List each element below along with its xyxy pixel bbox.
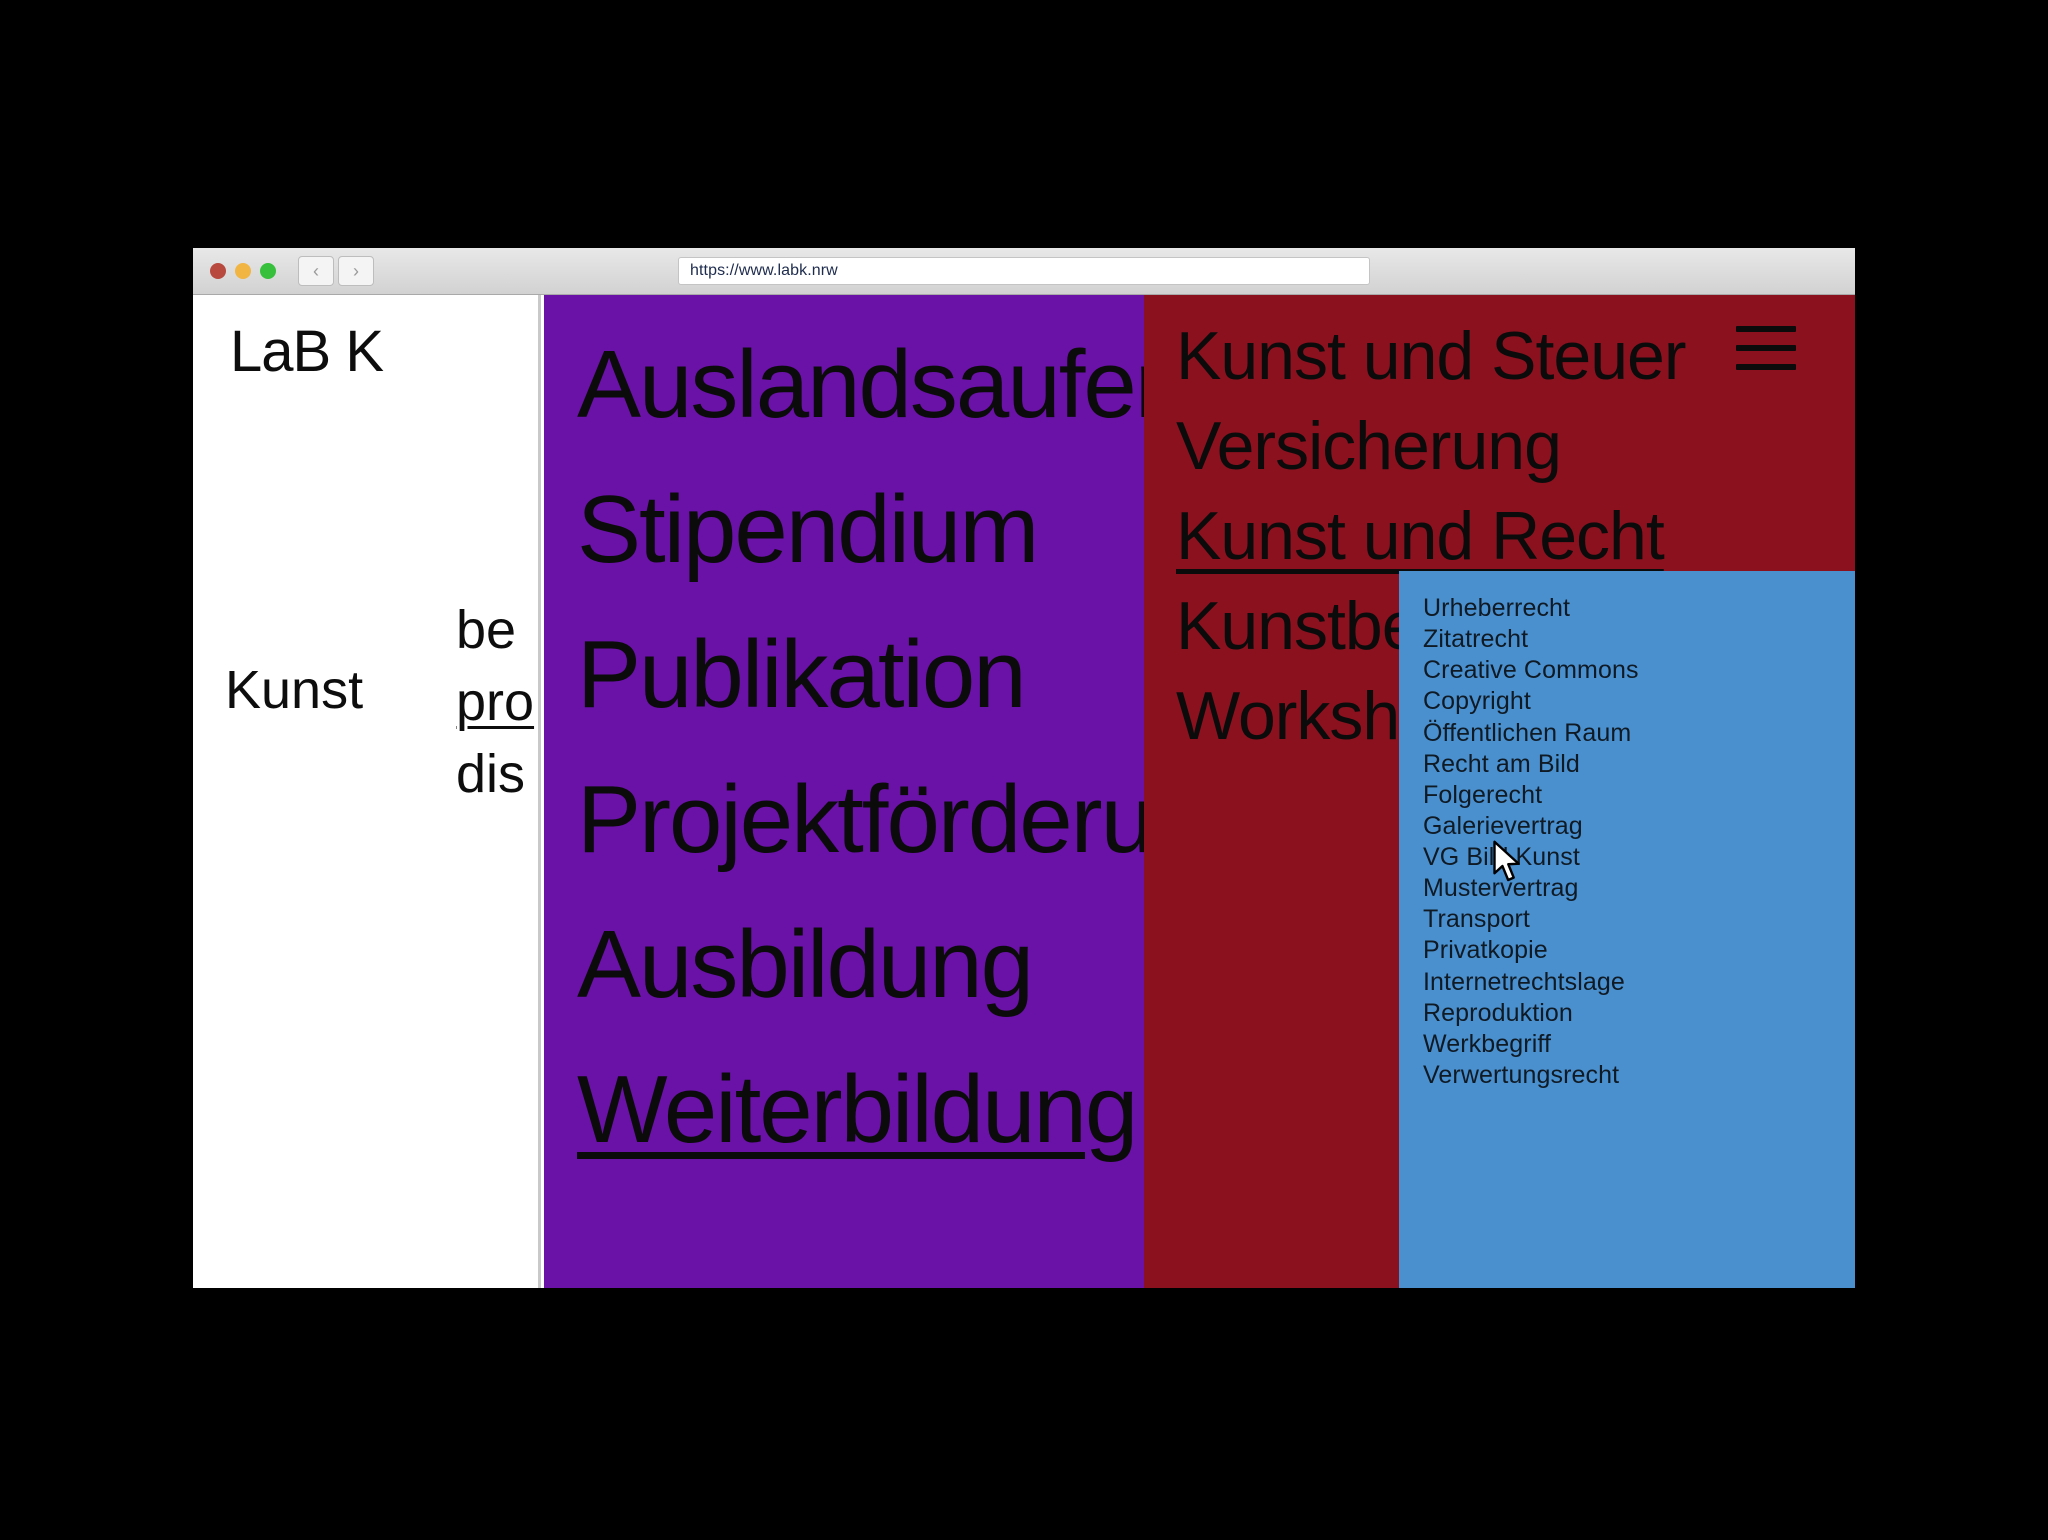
address-bar[interactable]: https://www.labk.nrw [678, 257, 1370, 285]
minimize-icon[interactable] [235, 263, 251, 279]
submenu-dropdown: Urheberrecht Zitatrecht Creative Commons Co… [1399, 571, 1855, 1288]
white-stack-word-1[interactable]: pro [456, 671, 535, 732]
forward-icon[interactable]: › [338, 256, 374, 286]
purple-menu-item-2[interactable]: Publikation [577, 621, 1027, 728]
purple-menu-item-5[interactable]: Weiterbildung [577, 1056, 1138, 1163]
purple-menu-item-0[interactable]: Auslandsaufenthalt [577, 331, 1144, 438]
purple-menu-item-1[interactable]: Stipendium [577, 476, 1039, 583]
red-menu-item-0[interactable]: Kunst und Steuer [1176, 318, 1686, 394]
dropdown-item-11[interactable]: Privatkopie [1423, 936, 1548, 965]
dropdown-item-6[interactable]: Folgerecht [1423, 780, 1543, 809]
white-column-stack: be pro dis [456, 595, 534, 810]
hamburger-bar-2 [1736, 345, 1796, 351]
red-menu-item-2[interactable]: Kunst und Recht [1176, 498, 1665, 574]
white-stack-word-0[interactable]: be [456, 600, 517, 660]
close-icon[interactable] [210, 263, 226, 279]
browser-window: ‹ › https://www.labk.nrw LaB K Kunst be p… [193, 248, 1855, 1288]
navigation-buttons: ‹ › [298, 256, 374, 286]
chrome-right-area [1807, 248, 1855, 294]
dropdown-item-0[interactable]: Urheberrecht [1423, 594, 1571, 622]
dropdown-item-2[interactable]: Creative Commons [1423, 656, 1639, 685]
dropdown-item-8[interactable]: VG Bild Kunst [1423, 843, 1580, 871]
dropdown-item-9[interactable]: Mustervertrag [1423, 874, 1579, 903]
hamburger-bar-3 [1736, 364, 1796, 370]
dropdown-item-14[interactable]: Werkbegriff [1423, 1029, 1552, 1058]
url-text: https://www.labk.nrw [690, 262, 838, 279]
white-column: LaB K Kunst be pro dis [193, 295, 541, 1288]
red-menu-item-1[interactable]: Versicherung [1176, 408, 1562, 484]
purple-menu-column: Auslandsaufenthalt Stipendium Publikation P… [544, 295, 1144, 1288]
white-column-left-word: Kunst [225, 660, 364, 720]
purple-menu-item-3[interactable]: Projektförderung [577, 766, 1144, 873]
dropdown-item-10[interactable]: Transport [1423, 905, 1530, 934]
dropdown-item-1[interactable]: Zitatrecht [1423, 625, 1529, 654]
dropdown-item-15[interactable]: Verwertungsrecht [1423, 1060, 1620, 1089]
purple-menu-item-4[interactable]: Ausbildung [577, 911, 1034, 1018]
dropdown-item-13[interactable]: Reproduktion [1423, 998, 1573, 1027]
page-content: LaB K Kunst be pro dis Auslandsaufenthalt S… [193, 295, 1855, 1288]
hamburger-icon[interactable] [1736, 326, 1796, 370]
dropdown-item-3[interactable]: Copyright [1423, 687, 1531, 716]
dropdown-item-7[interactable]: Galerievertrag [1423, 811, 1583, 840]
hamburger-bar-1 [1736, 326, 1796, 332]
white-stack-word-2[interactable]: dis [456, 743, 526, 804]
site-logo[interactable]: LaB K [230, 319, 384, 384]
browser-chrome: ‹ › https://www.labk.nrw [193, 248, 1855, 295]
dropdown-item-12[interactable]: Internetrechtslage [1423, 967, 1625, 996]
dropdown-item-4[interactable]: Öffentlichen Raum [1423, 718, 1632, 747]
window-controls [210, 263, 276, 279]
back-icon[interactable]: ‹ [298, 256, 334, 286]
dropdown-item-5[interactable]: Recht am Bild [1423, 749, 1580, 778]
zoom-icon[interactable] [260, 263, 276, 279]
